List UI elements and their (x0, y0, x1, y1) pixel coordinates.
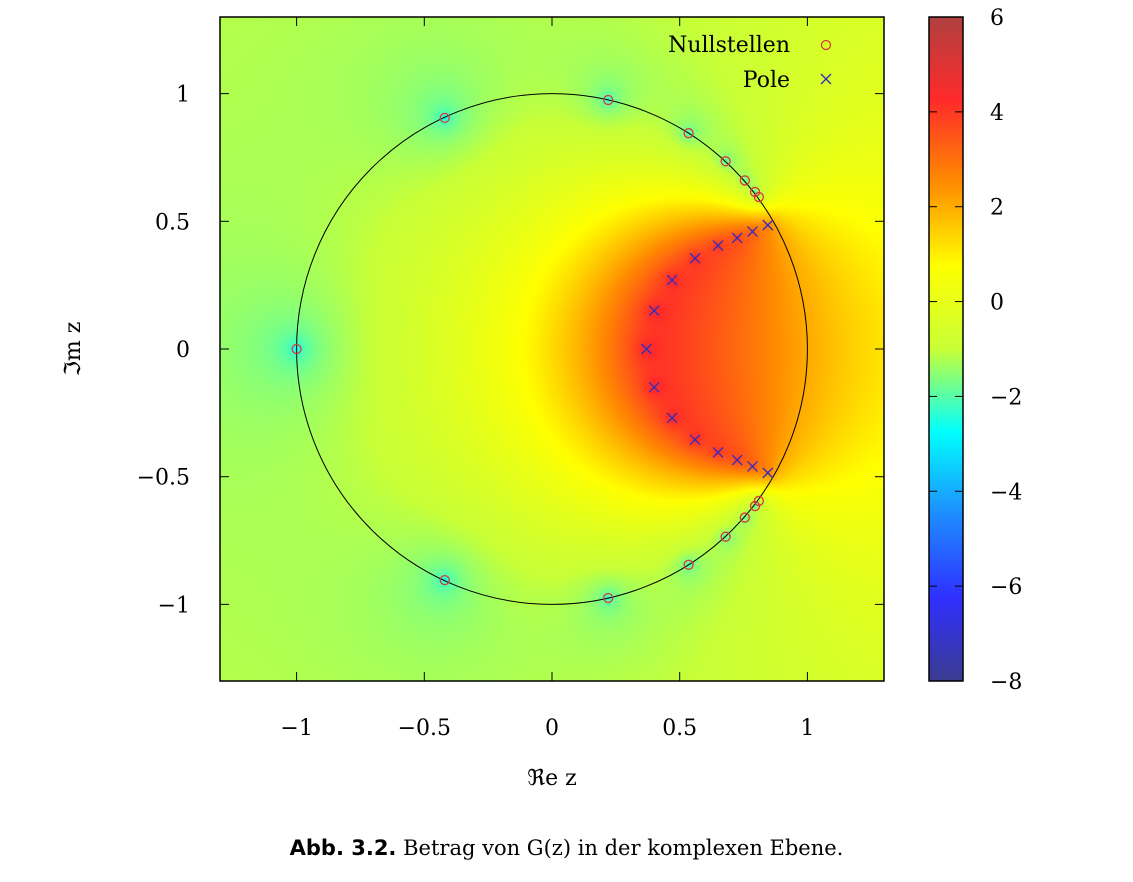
pole-marker (689, 252, 701, 264)
y-tick-label: −0.5 (137, 466, 190, 491)
pole-marker (731, 454, 743, 466)
colorbar-tick-label: −4 (990, 480, 1022, 505)
pole-marker (731, 232, 743, 244)
zero-marker (291, 343, 302, 355)
axis-ticks (220, 17, 884, 681)
pole-marker (762, 467, 774, 479)
figure-caption: Abb. 3.2. Betrag von G(z) in der komplex… (0, 836, 1133, 860)
zero-marker (739, 512, 750, 523)
x-axis-tick-labels: −1 −0.5 0 0.5 1 (280, 716, 814, 741)
pole-marker (747, 461, 758, 472)
pole-marker (689, 434, 701, 446)
figure-svg: −1 −0.5 0 0.5 1 −1 −0.5 0 0.5 1 ℜe z ℑm z Nullst… (61, 6, 1022, 791)
zero-marker (603, 94, 614, 106)
legend-marker-pole (820, 73, 832, 85)
pole-marker (712, 446, 724, 458)
pole-marker (666, 412, 678, 424)
zero-marker (439, 574, 450, 586)
zero-marker (683, 128, 694, 139)
unit-circle (296, 93, 808, 605)
y-tick-label: −1 (158, 593, 190, 618)
caption-text: Betrag von G(z) in der komplexen Ebene. (403, 836, 844, 860)
x-tick-label: −0.5 (398, 716, 451, 741)
pole-marker (666, 274, 678, 286)
pole-marker (648, 305, 660, 317)
legend-label-pole: Pole (743, 68, 790, 93)
zero-marker (683, 559, 694, 570)
caption-label: Abb. 3.2. (289, 836, 397, 860)
heatmap-plot-area (219, 16, 885, 682)
zero-marker (603, 592, 614, 604)
colorbar-tick-label: 2 (990, 196, 1004, 221)
colorbar-tick-label: 0 (990, 291, 1004, 316)
zero-marker (739, 175, 750, 186)
zero-marker (753, 191, 765, 203)
legend-label-nullstellen: Nullstellen (668, 33, 790, 58)
legend: Nullstellen Pole (668, 33, 832, 93)
x-tick-label: 1 (800, 716, 814, 741)
pole-marker (641, 343, 652, 355)
x-tick-label: −1 (280, 716, 312, 741)
colorbar-gradient (928, 16, 964, 682)
marker-layer (291, 94, 774, 604)
x-tick-label: 0.5 (662, 716, 697, 741)
pole-marker (762, 219, 774, 231)
zero-marker (753, 495, 765, 507)
zero-marker (439, 112, 450, 124)
colorbar-tick-label: 4 (990, 101, 1004, 126)
legend-marker-nullstellen (820, 39, 832, 51)
x-tick-label: 0 (545, 716, 559, 741)
y-axis-label: ℑm z (61, 322, 86, 377)
heatmap-image (220, 17, 884, 681)
pole-marker (712, 240, 724, 252)
pole-marker (648, 381, 660, 393)
zero-marker (720, 531, 731, 542)
colorbar: 6 4 2 0 −2 −4 −6 −8 (928, 6, 1022, 695)
y-axis-tick-labels: −1 −0.5 0 0.5 1 (137, 83, 190, 619)
pole-marker (747, 226, 758, 237)
y-tick-label: 0 (176, 338, 190, 363)
colorbar-ticks: 6 4 2 0 −2 −4 −6 −8 (929, 6, 1022, 695)
y-tick-label: 1 (176, 83, 190, 108)
colorbar-tick-label: −6 (990, 575, 1022, 600)
x-axis-label: ℜe z (527, 766, 577, 791)
colorbar-tick-label: −8 (990, 670, 1022, 695)
colorbar-tick-label: 6 (990, 6, 1004, 31)
y-tick-label: 0.5 (155, 210, 190, 235)
zero-marker (720, 156, 731, 167)
colorbar-tick-label: −2 (990, 385, 1022, 410)
